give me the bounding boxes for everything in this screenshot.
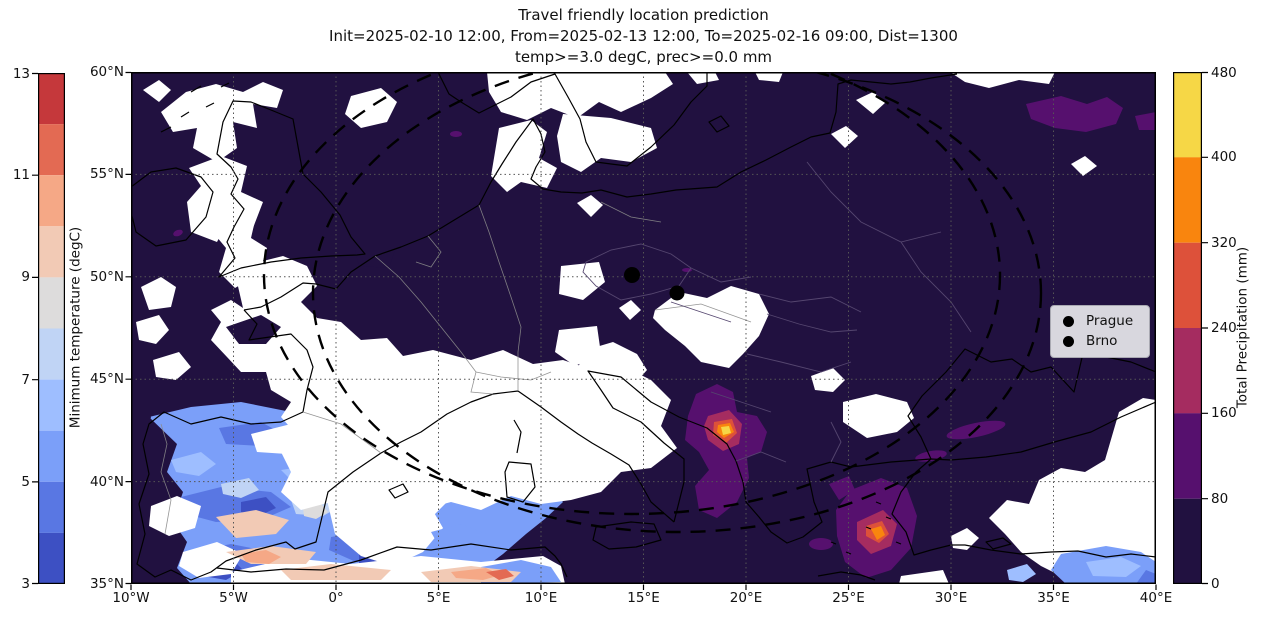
title-block: Travel friendly location prediction Init… [131,5,1156,68]
mask-regions [136,72,1156,584]
temp-cb-tick: 11 [12,167,30,184]
legend: Prague Brno [1050,305,1150,358]
chart-subtitle: Init=2025-02-10 12:00, From=2025-02-13 1… [329,27,958,45]
legend-item-prague: Prague [1059,311,1141,331]
temp-cb-tick: 5 [21,473,30,490]
temperature-coastal-layer [226,524,1156,584]
y-tick-label: 60°N [89,64,124,80]
prec-cb-tick: 320 [1211,234,1237,251]
x-tick-label: 10°W [112,590,150,606]
legend-label: Brno [1086,333,1118,349]
x-tick-label: 15°E [627,590,660,606]
precipitation-colorbar-label: Total Precipitation (mm) [1234,246,1251,409]
coastlines [131,72,1156,581]
legend-label: Prague [1086,313,1134,329]
precipitation-colorbar [1173,72,1202,584]
country-borders-dark [582,161,972,463]
chart-condition: temp>=3.0 degC, prec>=0.0 mm [514,48,773,66]
distance-ring-brno [311,72,1043,534]
prec-cb-tick: 240 [1211,320,1237,336]
prec-cb-tick: 80 [1211,490,1229,507]
prague-marker [624,267,640,283]
x-tick-label: 20°E [729,590,763,606]
distance-ring-prague [262,72,1002,516]
temp-cb-tick: 7 [21,371,30,388]
temp-cb-tick: 13 [12,65,30,82]
brno-legend-marker-icon [1063,335,1074,347]
x-tick-label: 40°E [1139,590,1173,606]
distance-rings [262,72,1043,534]
chart-title: Travel friendly location prediction [518,6,769,24]
prec-cb-tick: 160 [1211,405,1237,422]
y-tick-label: 55°N [89,166,124,183]
temp-cb-tick: 3 [21,575,30,592]
y-tick-label: 35°N [89,575,124,592]
temperature-colorbar [38,73,65,584]
map-frame [131,72,1156,584]
x-tick-label: 30°E [934,590,968,606]
y-tick-label: 40°N [89,473,124,490]
x-tick-label: 0° [328,590,344,606]
prec-cb-tick: 480 [1211,64,1237,81]
map-canvas [131,72,1156,584]
country-borders-light [160,201,752,535]
y-tick-label: 50°N [89,268,124,285]
legend-item-brno: Brno [1059,331,1141,351]
prague-legend-marker-icon [1063,315,1074,327]
temp-cb-tick: 9 [21,269,30,286]
temperature-colorbar-label: Minimum temperature (degC) [67,226,84,429]
x-tick-label: 5°W [219,590,248,606]
x-tick-label: 5°E [426,590,451,606]
x-tick-label: 10°E [524,590,558,606]
brno-marker [669,285,685,301]
x-tick-label: 25°E [832,590,865,606]
prec-cb-tick: 400 [1211,149,1237,166]
x-tick-label: 35°E [1037,590,1070,606]
precip-band-400-480 [721,426,731,435]
prec-cb-tick: 0 [1211,575,1220,592]
y-tick-label: 45°N [89,371,124,388]
